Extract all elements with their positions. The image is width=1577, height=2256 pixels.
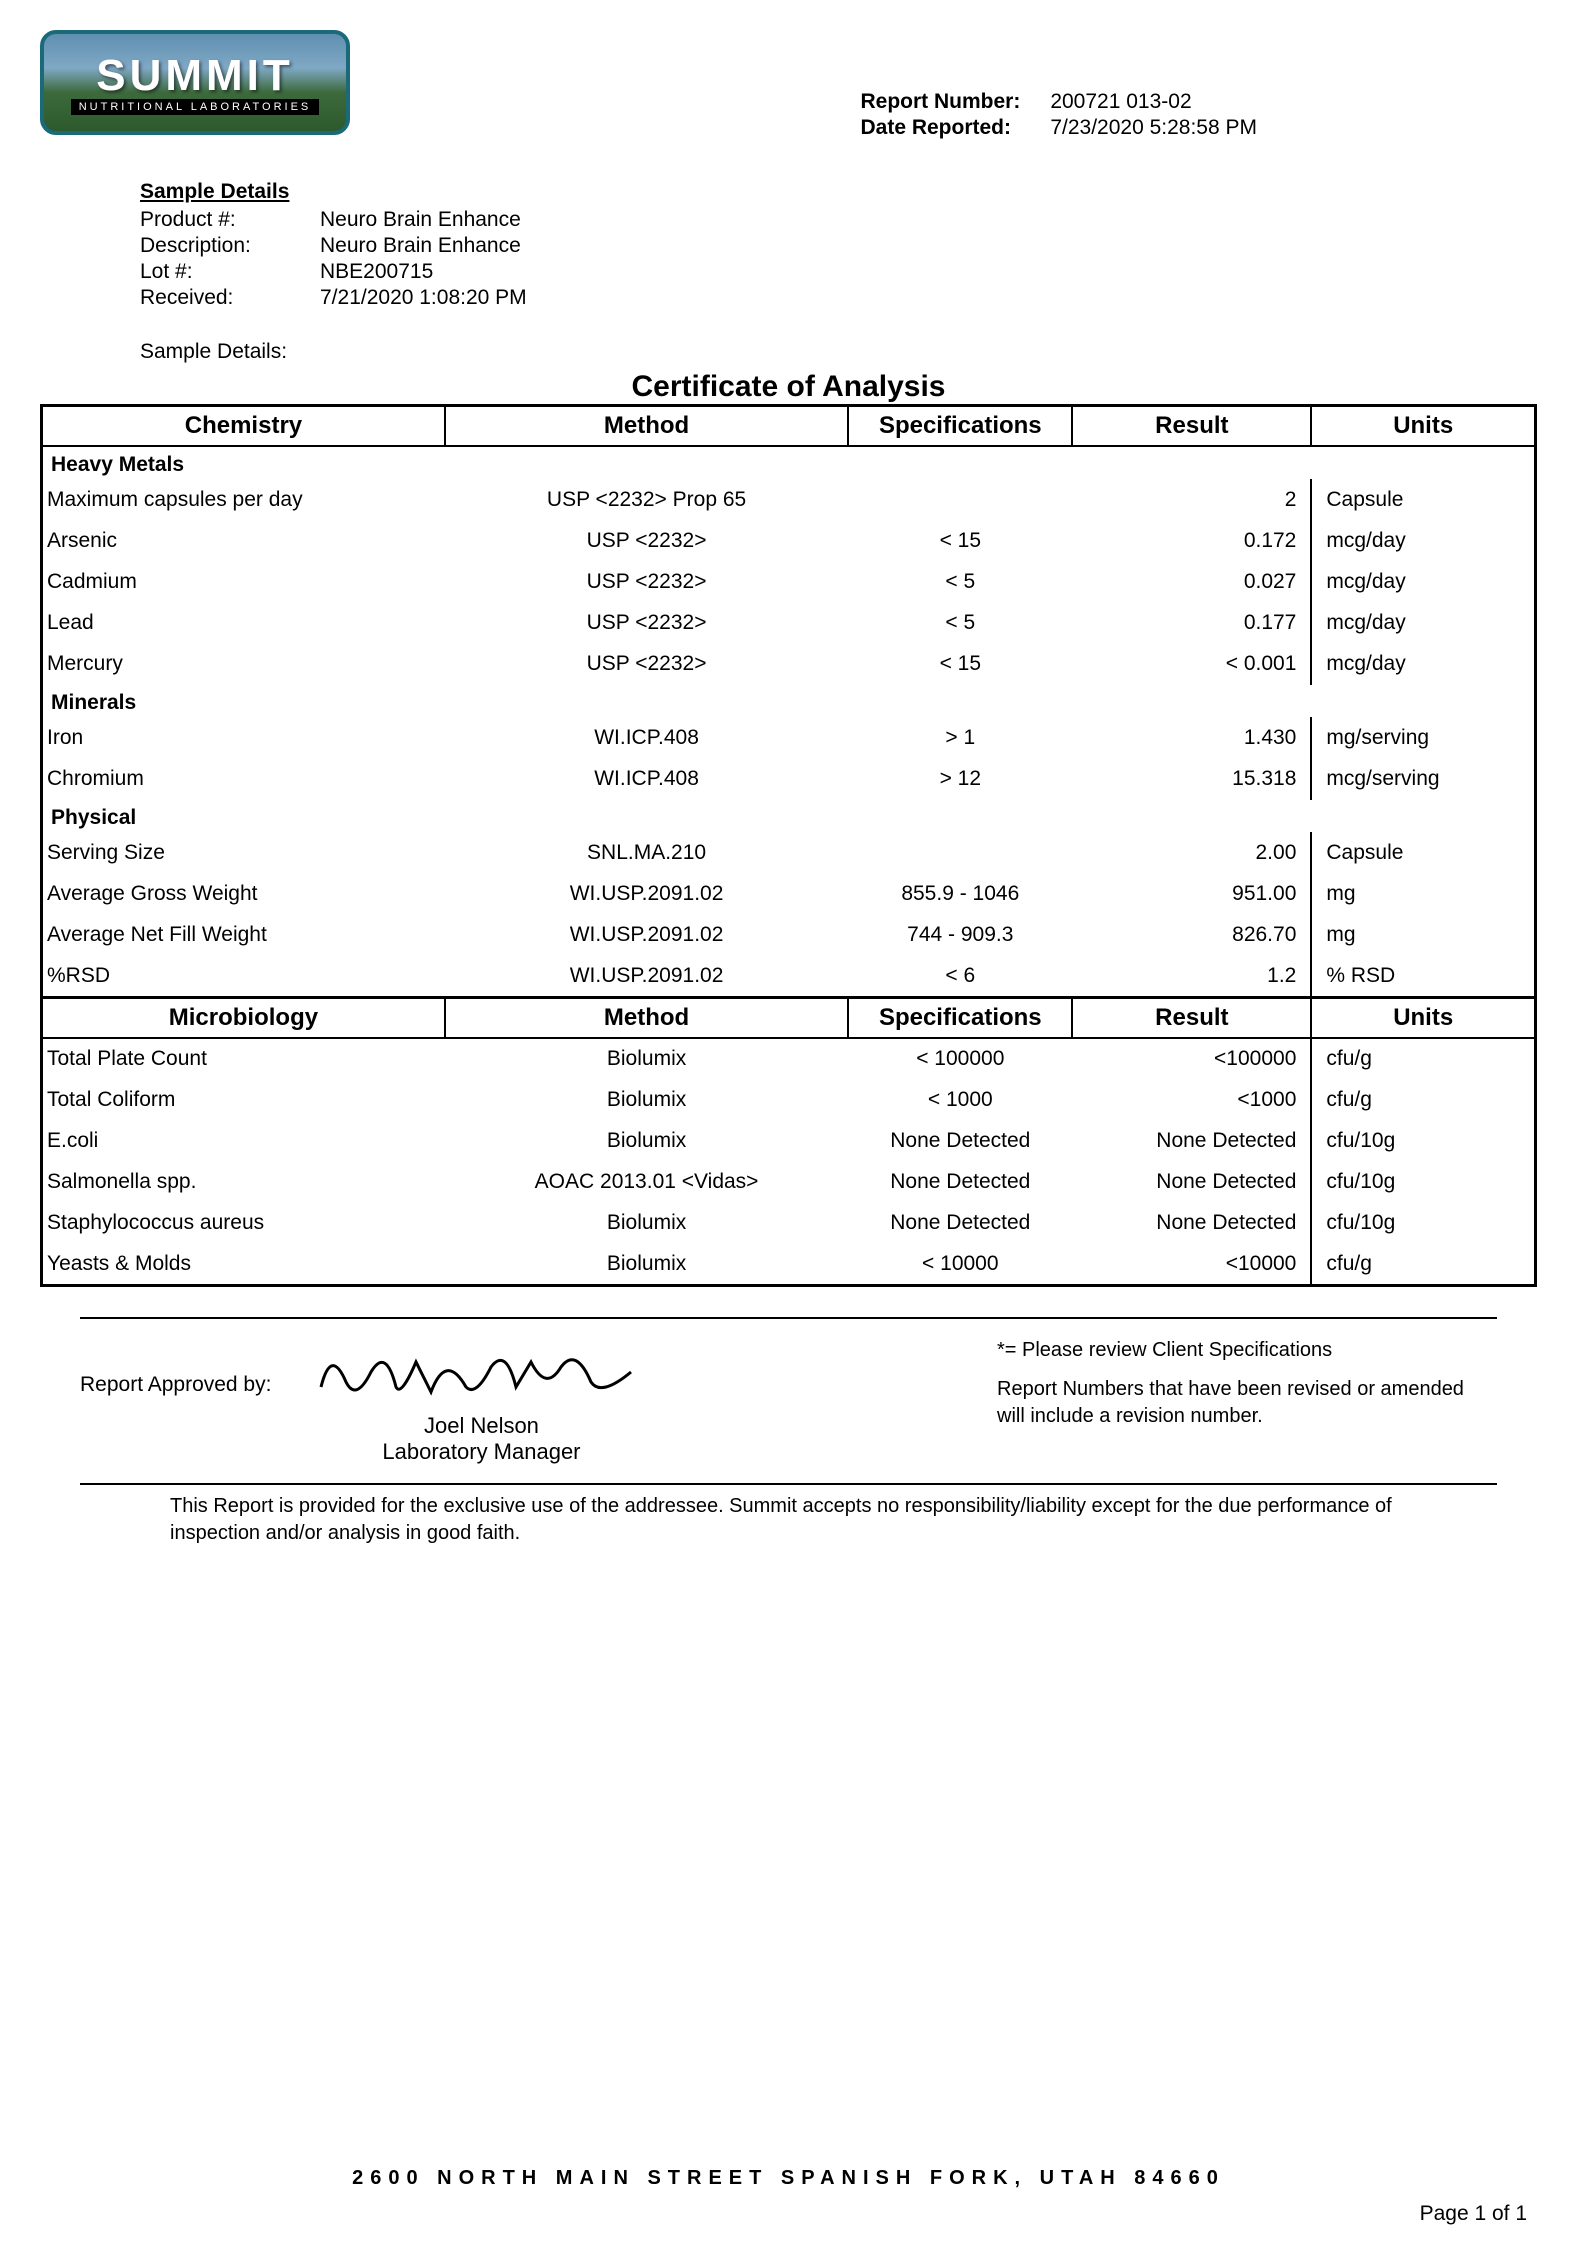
signatory-title: Laboratory Manager <box>301 1439 661 1465</box>
logo-subtitle: NUTRITIONAL LABORATORIES <box>71 99 320 115</box>
logo-main: SUMMIT <box>96 51 294 101</box>
footer-notes: *= Please review Client Specifications R… <box>997 1337 1497 1430</box>
section-heavy-metals: Heavy Metals <box>42 446 1536 480</box>
divider <box>80 1317 1497 1319</box>
table-row: Yeasts & MoldsBiolumix< 10000<10000cfu/g <box>42 1244 1536 1286</box>
table-row: LeadUSP <2232>< 50.177mcg/day <box>42 603 1536 644</box>
table-row: Average Net Fill WeightWI.USP.2091.02744… <box>42 915 1536 956</box>
microbiology-header-row: Microbiology Method Specifications Resul… <box>42 998 1536 1039</box>
received-label: Received: <box>140 286 320 310</box>
chemistry-table: Chemistry Method Specifications Result U… <box>40 404 1537 1287</box>
header-units: Units <box>1311 406 1535 447</box>
description-label: Description: <box>140 234 320 258</box>
footer-note-2: Report Numbers that have been revised or… <box>997 1376 1497 1430</box>
table-row: Maximum capsules per dayUSP <2232> Prop … <box>42 480 1536 521</box>
lot-value: NBE200715 <box>320 260 1537 284</box>
divider <box>80 1483 1497 1485</box>
header-method-2: Method <box>445 998 848 1039</box>
footer: Report Approved by: Joel Nelson Laborato… <box>40 1317 1537 1547</box>
report-number-label: Report Number: <box>860 90 1020 114</box>
report-number-value: 200721 013-02 <box>1050 90 1257 114</box>
lot-label: Lot #: <box>140 260 320 284</box>
signatory-name: Joel Nelson <box>301 1413 661 1439</box>
table-row: Staphylococcus aureusBiolumixNone Detect… <box>42 1203 1536 1244</box>
table-row: %RSDWI.USP.2091.02< 61.2% RSD <box>42 956 1536 998</box>
footer-note-1: *= Please review Client Specifications <box>997 1337 1497 1364</box>
report-meta: Report Number: 200721 013-02 Date Report… <box>860 90 1257 140</box>
table-row: Average Gross WeightWI.USP.2091.02855.9 … <box>42 874 1536 915</box>
section-physical: Physical <box>42 800 1536 833</box>
disclaimer: This Report is provided for the exclusiv… <box>170 1493 1477 1547</box>
header-result-2: Result <box>1072 998 1311 1039</box>
address: 2600 NORTH MAIN STREET SPANISH FORK, UTA… <box>40 2167 1537 2190</box>
received-value: 7/21/2020 1:08:20 PM <box>320 286 1537 310</box>
table-row: ChromiumWI.ICP.408> 1215.318mcg/serving <box>42 759 1536 800</box>
description-value: Neuro Brain Enhance <box>320 234 1537 258</box>
header-specifications-2: Specifications <box>848 998 1072 1039</box>
date-reported-label: Date Reported: <box>860 116 1020 140</box>
table-row: Salmonella spp.AOAC 2013.01 <Vidas>None … <box>42 1162 1536 1203</box>
table-row: Serving SizeSNL.MA.2102.00Capsule <box>42 833 1536 874</box>
header: SUMMIT NUTRITIONAL LABORATORIES Report N… <box>40 30 1537 140</box>
header-units-2: Units <box>1311 998 1535 1039</box>
product-value: Neuro Brain Enhance <box>320 208 1537 232</box>
table-row: CadmiumUSP <2232>< 50.027mcg/day <box>42 562 1536 603</box>
page-number: Page 1 of 1 <box>40 2202 1537 2226</box>
header-method: Method <box>445 406 848 447</box>
chemistry-header-row: Chemistry Method Specifications Result U… <box>42 406 1536 447</box>
table-row: E.coliBiolumixNone DetectedNone Detected… <box>42 1121 1536 1162</box>
table-row: MercuryUSP <2232>< 15< 0.001mcg/day <box>42 644 1536 685</box>
table-row: Total Plate CountBiolumix< 100000<100000… <box>42 1038 1536 1080</box>
table-row: Total ColiformBiolumix< 1000<1000cfu/g <box>42 1080 1536 1121</box>
date-reported-value: 7/23/2020 5:28:58 PM <box>1050 116 1257 140</box>
company-logo: SUMMIT NUTRITIONAL LABORATORIES <box>40 30 350 135</box>
table-row: ArsenicUSP <2232>< 150.172mcg/day <box>42 521 1536 562</box>
approval-row: Report Approved by: Joel Nelson Laborato… <box>80 1337 1497 1465</box>
signature-icon <box>301 1337 661 1407</box>
certificate-title: Certificate of Analysis <box>40 370 1537 404</box>
section-minerals: Minerals <box>42 685 1536 718</box>
table-row: IronWI.ICP.408> 11.430mg/serving <box>42 718 1536 759</box>
sample-details-2: Sample Details: <box>140 340 1537 364</box>
product-label: Product #: <box>140 208 320 232</box>
sample-details-title: Sample Details <box>140 180 1537 204</box>
signature-block: Joel Nelson Laboratory Manager <box>301 1337 661 1465</box>
approved-by-label: Report Approved by: <box>80 1373 271 1397</box>
sample-details: Sample Details Product #: Neuro Brain En… <box>140 180 1537 310</box>
header-specifications: Specifications <box>848 406 1072 447</box>
header-microbiology: Microbiology <box>42 998 445 1039</box>
header-chemistry: Chemistry <box>42 406 445 447</box>
header-result: Result <box>1072 406 1311 447</box>
